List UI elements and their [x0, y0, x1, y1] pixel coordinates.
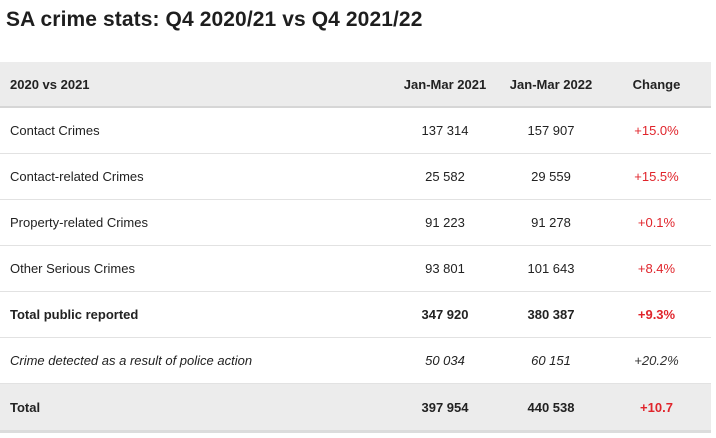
row-label: Crime detected as a result of police act… — [10, 353, 253, 368]
row-value-2022: 101 643 — [527, 261, 575, 276]
row-label: Other Serious Crimes — [10, 261, 135, 276]
row-change: +9.3% — [637, 307, 676, 322]
header-change: Change — [632, 76, 681, 92]
row-value-2021: 50 034 — [425, 353, 465, 368]
table-row: Contact Crimes 137 314 157 907 +15.0% — [0, 108, 711, 154]
header-col-a: Jan-Mar 2021 — [403, 76, 487, 92]
row-value-2022: 440 538 — [527, 399, 575, 415]
row-change: +8.4% — [637, 261, 676, 276]
row-value-2021: 347 920 — [421, 307, 469, 322]
row-value-2021: 137 314 — [421, 123, 469, 138]
row-label: Contact-related Crimes — [10, 169, 144, 184]
table-row: Other Serious Crimes 93 801 101 643 +8.4… — [0, 246, 711, 292]
row-value-2021: 91 223 — [425, 215, 465, 230]
row-change: +0.1% — [637, 215, 676, 230]
subtotal-row: Total public reported 347 920 380 387 +9… — [0, 292, 711, 338]
table-header-row: 2020 vs 2021 Jan-Mar 2021 Jan-Mar 2022 C… — [0, 62, 711, 108]
row-value-2022: 380 387 — [527, 307, 575, 322]
page-title: SA crime stats: Q4 2020/21 vs Q4 2021/22 — [6, 8, 423, 31]
row-value-2021: 93 801 — [425, 261, 465, 276]
header-col-b: Jan-Mar 2022 — [509, 76, 593, 92]
crime-stats-table: 2020 vs 2021 Jan-Mar 2021 Jan-Mar 2022 C… — [0, 62, 711, 433]
table-row: Property-related Crimes 91 223 91 278 +0… — [0, 200, 711, 246]
row-label: Property-related Crimes — [10, 215, 148, 230]
row-value-2022: 91 278 — [531, 215, 571, 230]
row-value-2021: 25 582 — [425, 169, 465, 184]
row-label: Total public reported — [10, 307, 139, 322]
table-row: Crime detected as a result of police act… — [0, 338, 711, 384]
row-label: Contact Crimes — [10, 123, 100, 138]
row-value-2022: 29 559 — [531, 169, 571, 184]
row-change: +15.0% — [634, 123, 679, 138]
row-value-2022: 60 151 — [531, 353, 571, 368]
row-label: Total — [10, 399, 41, 415]
total-row: Total 397 954 440 538 +10.7 — [0, 384, 711, 430]
row-value-2022: 157 907 — [527, 123, 575, 138]
row-change: +15.5% — [634, 169, 679, 184]
row-value-2021: 397 954 — [421, 399, 469, 415]
row-change: +20.2% — [634, 353, 679, 368]
header-label: 2020 vs 2021 — [10, 76, 90, 92]
row-change: +10.7 — [640, 399, 673, 415]
table-row: Contact-related Crimes 25 582 29 559 +15… — [0, 154, 711, 200]
